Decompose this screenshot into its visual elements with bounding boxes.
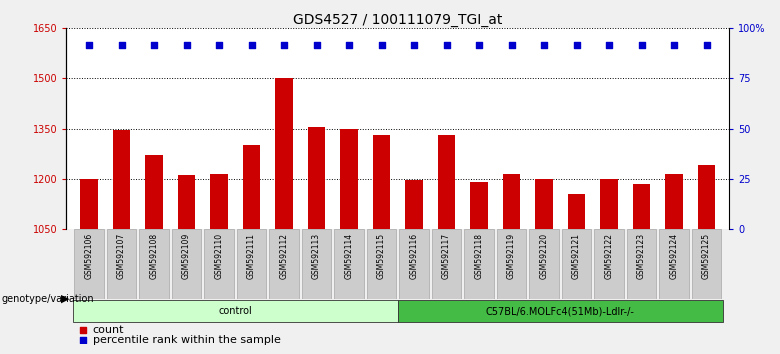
Text: GSM592123: GSM592123 [637, 233, 646, 279]
Bar [502, 174, 520, 229]
FancyBboxPatch shape [530, 229, 558, 299]
FancyBboxPatch shape [627, 229, 656, 299]
Text: GSM592121: GSM592121 [572, 233, 581, 279]
Bar [373, 135, 391, 229]
Bar [243, 145, 261, 229]
Point [213, 42, 225, 48]
Point [603, 42, 615, 48]
Point [636, 42, 648, 48]
FancyBboxPatch shape [237, 229, 266, 299]
Text: GSM592124: GSM592124 [669, 233, 679, 279]
Point [180, 42, 193, 48]
FancyBboxPatch shape [399, 229, 429, 299]
Bar [210, 174, 228, 229]
Text: GSM592122: GSM592122 [604, 233, 614, 279]
Bar [633, 184, 651, 229]
Text: GSM592107: GSM592107 [117, 233, 126, 279]
FancyBboxPatch shape [692, 229, 722, 299]
Bar [568, 194, 586, 229]
Bar [275, 79, 293, 229]
Point [83, 42, 95, 48]
Point [542, 212, 555, 218]
Text: GSM592118: GSM592118 [474, 233, 484, 279]
Text: GSM592113: GSM592113 [312, 233, 321, 279]
FancyBboxPatch shape [107, 229, 136, 299]
Point [343, 42, 356, 48]
Bar [470, 182, 488, 229]
Point [408, 42, 420, 48]
Text: C57BL/6.MOLFc4(51Mb)-Ldlr-/-: C57BL/6.MOLFc4(51Mb)-Ldlr-/- [486, 306, 635, 316]
FancyBboxPatch shape [464, 229, 494, 299]
Point [441, 42, 453, 48]
Bar [405, 181, 423, 229]
Text: GSM592116: GSM592116 [410, 233, 419, 279]
Point [668, 42, 680, 48]
Text: GSM592119: GSM592119 [507, 233, 516, 279]
Text: ▶: ▶ [61, 294, 69, 304]
Point [505, 42, 518, 48]
Point [148, 42, 161, 48]
FancyBboxPatch shape [74, 229, 104, 299]
Point [473, 42, 485, 48]
Bar [438, 135, 456, 229]
Bar [697, 165, 715, 229]
Text: percentile rank within the sample: percentile rank within the sample [93, 335, 281, 346]
FancyBboxPatch shape [73, 301, 398, 322]
FancyBboxPatch shape [140, 229, 168, 299]
Point [570, 42, 583, 48]
Bar [80, 179, 98, 229]
Text: GSM592120: GSM592120 [540, 233, 548, 279]
FancyBboxPatch shape [659, 229, 689, 299]
Bar [665, 174, 683, 229]
FancyBboxPatch shape [367, 229, 396, 299]
Point [246, 42, 258, 48]
FancyBboxPatch shape [204, 229, 234, 299]
Point [310, 42, 323, 48]
FancyBboxPatch shape [172, 229, 201, 299]
FancyBboxPatch shape [335, 229, 363, 299]
FancyBboxPatch shape [562, 229, 591, 299]
Bar [600, 179, 618, 229]
Bar [535, 179, 553, 229]
FancyBboxPatch shape [594, 229, 624, 299]
Text: GSM592117: GSM592117 [442, 233, 451, 279]
Bar [340, 129, 358, 229]
Text: GSM592109: GSM592109 [182, 233, 191, 279]
Text: GSM592110: GSM592110 [215, 233, 224, 279]
Text: GSM592111: GSM592111 [247, 233, 256, 279]
Text: genotype/variation: genotype/variation [2, 294, 94, 304]
FancyBboxPatch shape [302, 229, 332, 299]
Point [278, 42, 290, 48]
Point [700, 42, 713, 48]
Bar [178, 176, 196, 229]
Bar [112, 130, 130, 229]
Point [375, 42, 388, 48]
FancyBboxPatch shape [497, 229, 526, 299]
Point [115, 42, 128, 48]
Point [538, 42, 551, 48]
Text: count: count [93, 325, 124, 335]
Bar [145, 155, 163, 229]
Point [542, 303, 555, 309]
Text: GSM592114: GSM592114 [345, 233, 353, 279]
FancyBboxPatch shape [398, 301, 723, 322]
Text: GSM592125: GSM592125 [702, 233, 711, 279]
Text: GSM592115: GSM592115 [377, 233, 386, 279]
Title: GDS4527 / 100111079_TGI_at: GDS4527 / 100111079_TGI_at [293, 13, 502, 27]
Text: GSM592108: GSM592108 [150, 233, 158, 279]
Text: GSM592112: GSM592112 [279, 233, 289, 279]
Text: control: control [218, 306, 252, 316]
FancyBboxPatch shape [432, 229, 461, 299]
Bar [307, 127, 325, 229]
FancyBboxPatch shape [269, 229, 299, 299]
Text: GSM592106: GSM592106 [84, 233, 94, 279]
